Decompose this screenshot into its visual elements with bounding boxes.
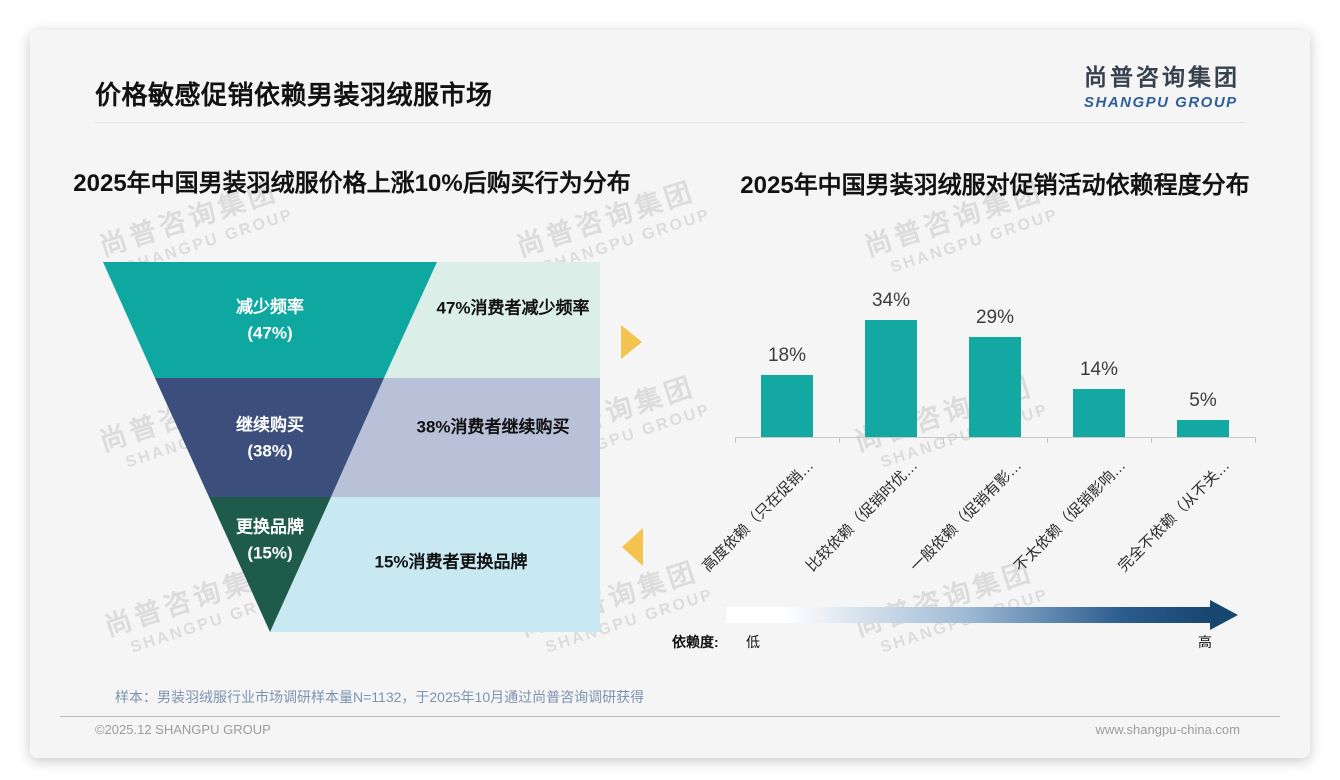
- company-logo: 尚普咨询集团 SHANGPU GROUP: [1084, 58, 1240, 111]
- funnel-segment-1: [103, 262, 437, 378]
- funnel-side-panel-2: [331, 378, 600, 497]
- bar-value-label: 34%: [871, 290, 911, 312]
- funnel-annotation-1: 47%消费者减少频率: [436, 298, 590, 318]
- bar-group: 34%: [839, 270, 943, 437]
- axis-tick: [735, 437, 736, 443]
- x-axis-label: 比较依赖（促销时优…: [803, 457, 922, 576]
- dependency-low-label: 低: [746, 634, 760, 650]
- funnel-segment-label-2: 继续购买 (38%): [236, 415, 304, 461]
- page-title: 价格敏感促销依赖男装羽绒服市场: [95, 80, 493, 110]
- bar-chart-plot: 18% 34% 29% 14% 5%: [735, 270, 1255, 437]
- axis-tick: [1255, 437, 1256, 443]
- bar: [865, 320, 917, 437]
- dependency-gradient-arrow: [726, 607, 1210, 623]
- bar-value-label: 18%: [767, 345, 807, 367]
- x-axis-ticks: [735, 437, 1256, 443]
- bar: [761, 375, 813, 437]
- logo-chinese-text: 尚普咨询集团: [1084, 64, 1240, 90]
- header-divider: [95, 122, 1245, 123]
- x-axis-label: 不太依赖（促销影响…: [1011, 457, 1130, 576]
- axis-tick: [839, 437, 840, 443]
- axis-tick: [1151, 437, 1152, 443]
- x-axis-label: 高度依赖（只在促销…: [699, 457, 818, 576]
- bar-value-label: 14%: [1079, 358, 1119, 380]
- x-axis-label: 完全不依赖（从不关…: [1115, 457, 1234, 576]
- funnel-segment-label-3: 更换品牌 (15%): [236, 517, 304, 563]
- funnel-side-panel-1: [384, 262, 600, 378]
- slide-card: 尚普咨询集团 SHANGPU GROUP 尚普咨询集团 SHANGPU GROUP 尚普…: [30, 30, 1310, 758]
- funnel-segment-label-1: 减少频率 (47%): [236, 297, 304, 343]
- footer-divider: [60, 716, 1280, 717]
- x-axis-line: [735, 437, 1255, 438]
- bar-group: 18%: [735, 270, 839, 437]
- bar-group: 5%: [1151, 270, 1255, 437]
- bar: [1177, 419, 1229, 437]
- bar: [969, 337, 1021, 437]
- funnel-segment-2: [155, 378, 384, 497]
- funnel-segment-3: [209, 497, 331, 632]
- dependency-high-label: 高: [1198, 634, 1212, 650]
- website-url: www.shangpu-china.com: [1095, 722, 1240, 737]
- axis-tick: [1047, 437, 1048, 443]
- accent-arrow-right-icon: [621, 325, 642, 359]
- bar-group: 29%: [943, 270, 1047, 437]
- x-axis-labels: 高度依赖（只在促销… 比较依赖（促销时优… 一般依赖（促销有影… 不太依赖（促销影响……: [699, 447, 1255, 607]
- bar-value-label: 29%: [975, 307, 1015, 329]
- funnel-annotation-3: 15%消费者更换品牌: [374, 552, 528, 572]
- funnel-side-panel-3: [270, 497, 600, 632]
- copyright-text: ©2025.12 SHANGPU GROUP: [95, 722, 271, 737]
- sample-note: 样本：男装羽绒服行业市场调研样本量N=1132，于2025年10月通过尚普咨询调…: [115, 689, 645, 705]
- accent-arrow-left-icon: [622, 528, 643, 566]
- axis-tick: [943, 437, 944, 443]
- funnel-svg: [103, 262, 600, 632]
- bar-value-label: 5%: [1189, 389, 1217, 411]
- dependency-axis-label: 依赖度:: [672, 634, 719, 650]
- bar-group: 14%: [1047, 270, 1151, 437]
- funnel-annotation-2: 38%消费者继续购买: [416, 417, 570, 437]
- logo-english-text: SHANGPU GROUP: [1084, 94, 1238, 111]
- funnel-chart-title: 2025年中国男装羽绒服价格上涨10%后购买行为分布: [73, 170, 631, 197]
- funnel-chart: 减少频率 (47%) 继续购买 (38%) 更换品牌 (15%) 47%消费者减…: [103, 262, 600, 632]
- dependency-arrowhead-icon: [1210, 600, 1238, 630]
- x-axis-label: 一般依赖（促销有影…: [907, 457, 1026, 576]
- bar: [1073, 388, 1125, 437]
- bar-chart-title: 2025年中国男装羽绒服对促销活动依赖程度分布: [740, 172, 1250, 199]
- slide-content: 价格敏感促销依赖男装羽绒服市场 尚普咨询集团 SHANGPU GROUP 202…: [30, 30, 1310, 758]
